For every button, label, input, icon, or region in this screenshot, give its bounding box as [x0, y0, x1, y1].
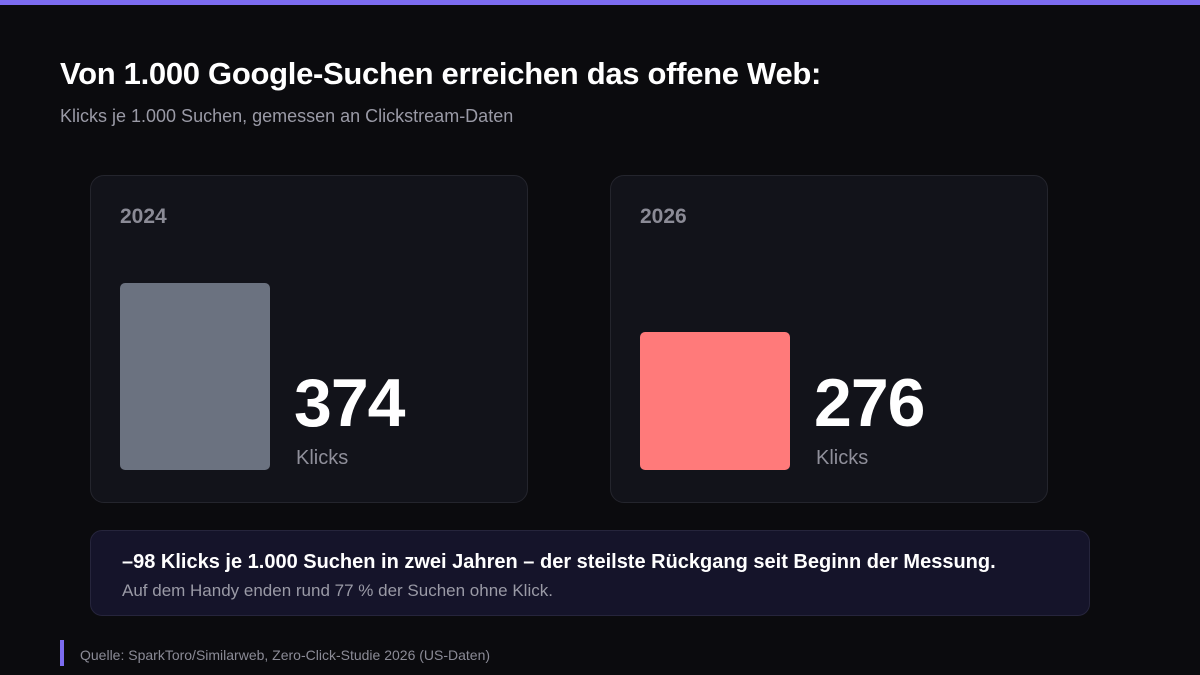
source-note: Quelle: SparkToro/Similarweb, Zero-Click…	[80, 647, 491, 663]
panel-2024: 2024 374 Klicks	[90, 175, 528, 503]
year-label-2026: 2026	[640, 205, 687, 228]
source-marker	[60, 640, 64, 666]
value-label-2024: 374	[294, 365, 405, 441]
value-label-2026: 276	[814, 365, 925, 441]
bar-2026	[640, 332, 790, 470]
chart-title: Von 1.000 Google-Suchen erreichen das of…	[60, 56, 822, 91]
accent-top-bar	[0, 0, 1200, 5]
unit-label-2026: Klicks	[816, 447, 869, 469]
callout-headline: –98 Klicks je 1.000 Suchen in zwei Jahre…	[122, 551, 996, 573]
insight-callout: –98 Klicks je 1.000 Suchen in zwei Jahre…	[90, 530, 1090, 616]
panel-2026: 2026 276 Klicks	[610, 175, 1048, 503]
year-label-2024: 2024	[120, 205, 167, 228]
callout-text: Auf dem Handy enden rund 77 % der Suchen…	[122, 581, 553, 600]
chart-subtitle: Klicks je 1.000 Suchen, gemessen an Clic…	[60, 106, 514, 126]
unit-label-2024: Klicks	[296, 447, 349, 469]
bar-2024	[120, 283, 270, 470]
